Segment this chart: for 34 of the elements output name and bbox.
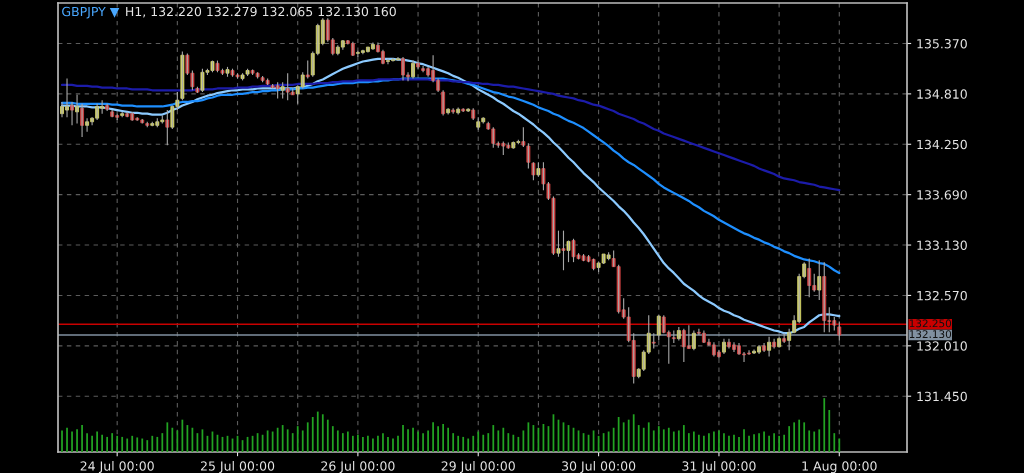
y-tick-label: 133.130 — [917, 240, 967, 250]
y-tick-label: 132.570 — [917, 290, 967, 301]
x-tick-label: 25 Jul 00:00 — [200, 461, 275, 473]
candlestick — [651, 332, 656, 350]
y-tick-label: 131.450 — [917, 391, 967, 402]
y-tick-label: 133.690 — [917, 190, 967, 200]
x-tick-label: 26 Jul 00:00 — [321, 461, 395, 473]
y-tick-label: 132.010 — [917, 341, 967, 351]
x-tick-label: 30 Jul 00:00 — [562, 461, 636, 473]
candlestick — [566, 239, 571, 263]
x-tick-label: 31 Jul 00:00 — [682, 461, 756, 473]
y-tick-label: 135.370 — [917, 38, 967, 49]
candlestick — [290, 87, 295, 96]
candlestick — [476, 116, 481, 131]
candlestick — [180, 51, 185, 101]
candlestick — [556, 230, 561, 258]
x-tick-label: 24 Jul 00:00 — [80, 461, 154, 473]
chart-subtitle: H1, 132.220 132.279 132.065 132.130 160 — [126, 6, 396, 18]
candlestick — [536, 161, 541, 178]
candlestick — [531, 161, 536, 181]
x-tick-label: 29 Jul 00:00 — [441, 461, 515, 473]
ref-line-label: 132.130 — [909, 330, 952, 339]
candlestick — [305, 60, 310, 80]
y-tick-label: 134.810 — [917, 89, 967, 99]
candlestick — [225, 66, 230, 78]
chart-title: GBPJPY ▼ — [62, 6, 120, 19]
candlestick — [561, 230, 566, 271]
candlestick — [461, 107, 466, 113]
ref-line-label: 132.250 — [909, 319, 952, 328]
candlestick — [466, 107, 471, 113]
candlestick — [165, 109, 170, 146]
y-tick-label: 134.250 — [917, 139, 967, 150]
candlestick — [451, 107, 456, 115]
x-tick-label: 1 Aug 00:00 — [802, 461, 877, 473]
